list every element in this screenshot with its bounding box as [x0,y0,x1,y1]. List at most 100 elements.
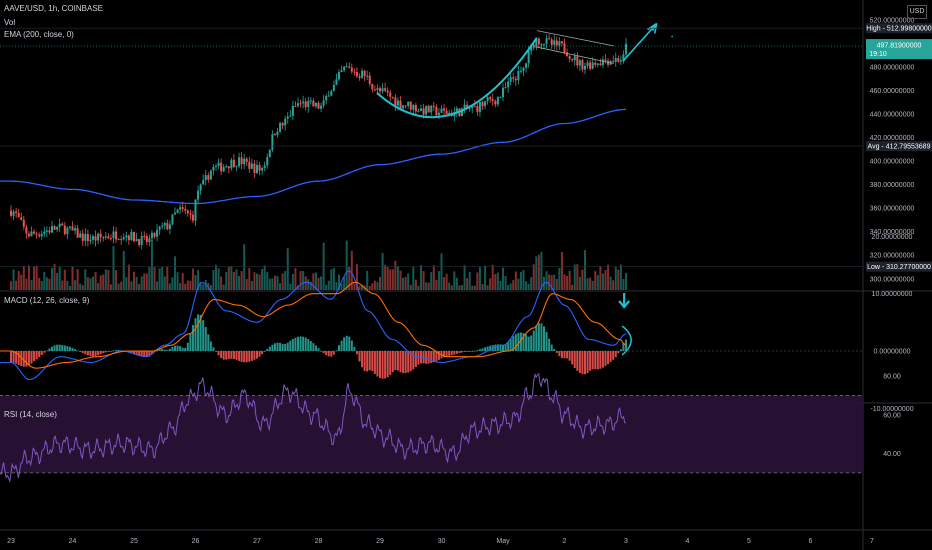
volume-bar [512,280,515,290]
macd-histogram-bar [104,351,107,353]
macd-histogram-bar [63,345,66,351]
volume-bar [271,278,274,290]
macd-histogram-bar [322,351,325,354]
volume-bar [458,285,461,290]
volume-bar [453,271,456,290]
macd-histogram-bar [102,351,105,354]
candle-body [92,236,94,240]
price-axis[interactable]: 520.00000000500.00000000480.00000000460.… [870,18,915,459]
rsi-legend[interactable]: RSI (14, close) [4,410,57,419]
macd-histogram-bar [186,342,189,351]
candle-body [176,209,179,213]
volume-bar [256,273,258,290]
macd-histogram-bar [107,351,110,352]
volume-bar [368,285,371,290]
macd-histogram-bar [76,350,79,352]
macd-histogram-bar [484,347,487,351]
candle-body [607,60,610,65]
macd-histogram-bar [327,351,330,357]
macd-histogram-bar [507,342,510,351]
volume-bar [291,273,294,290]
macd-histogram-bar [71,347,74,351]
candle-body [430,105,433,113]
candle-body [317,102,320,109]
macd-histogram-bar [68,346,71,351]
candle-body [245,158,248,162]
macd-histogram-bar [235,351,238,360]
macd-histogram-bar [399,351,402,373]
candle-body [584,65,586,70]
candle-body [258,165,261,171]
macd-histogram-bar [297,336,299,351]
candle-body [181,207,184,209]
volume-bar [20,274,23,290]
volume-bar [502,267,504,290]
volume-bar [327,280,330,290]
candle-body [435,106,438,116]
volume-bar [166,266,169,290]
volume-bar [404,276,407,290]
candle-body [478,102,481,112]
candle-body [261,167,264,171]
currency-badge[interactable]: USD [907,5,927,19]
macd-histogram-bar [573,351,576,368]
candle-body [232,159,235,167]
candle-body [289,115,292,117]
macd-histogram-bar [209,341,212,351]
candle-body [153,232,156,237]
candle-body [548,38,551,40]
candle-body [412,105,415,110]
breakout-arrow-annotation [622,22,658,62]
macd-histogram-bar [519,332,522,351]
candle-body [553,40,556,45]
volume-bar [184,283,187,290]
candle-body [197,190,200,200]
macd-histogram-bar [109,350,112,352]
time-axis[interactable]: 23 24 25 26 27 28 29 30 May 2 3 4 5 6 7 [7,538,874,545]
macd-histogram-bar [481,348,484,351]
candle-body [94,236,97,241]
ema-legend[interactable]: EMA (200, close, 0) [4,30,74,39]
macd-histogram-bar [17,351,20,365]
volume-bar [48,278,51,290]
candle-body [371,83,374,90]
macd-histogram-bar [58,344,61,351]
candle-body [535,38,538,48]
volume-bar [371,283,374,290]
candle-body [427,105,430,113]
volume-bar [596,275,599,290]
last-price-countdown: 19:10 [869,51,887,58]
macd-histogram-bar [389,351,392,376]
volume-bar [238,275,241,290]
candle-body [184,208,187,211]
volume-bar [430,272,433,290]
macd-histogram-bar [535,325,538,351]
candle-body [17,213,20,218]
candle-body [266,157,269,166]
macd-histogram-bar [471,351,474,352]
macd-histogram-bar [366,351,369,372]
volume-bar [484,265,487,290]
time-tick-label: 24 [69,538,77,545]
symbol-title[interactable]: AAVE/USD, 1h, COINBASE [4,4,103,13]
macd-histogram-bar [609,351,612,362]
volume-bar [619,264,622,290]
vol-legend[interactable]: Vol [4,18,16,27]
volume-bar [63,269,66,290]
macd-legend[interactable]: MACD (12, 26, close, 9) [4,296,90,305]
macd-histogram-bar [20,351,23,367]
macd-histogram-bar [166,349,169,351]
volume-bar [519,271,522,290]
volume-bar [230,266,233,290]
volume-bar [609,276,612,290]
macd-histogram-bar [466,351,469,352]
macd-histogram-bar [448,351,451,356]
candle-body [614,58,617,62]
candle-body [355,72,358,77]
last-price-bg [866,39,932,60]
macd-histogram-bar [279,342,282,351]
macd-histogram-bar [368,351,371,371]
macd-histogram-bar [197,314,200,351]
candle-body [522,67,525,71]
